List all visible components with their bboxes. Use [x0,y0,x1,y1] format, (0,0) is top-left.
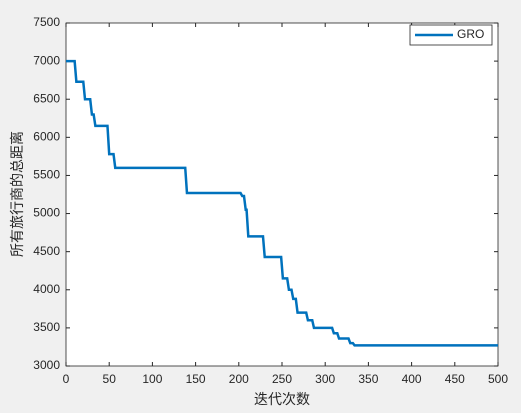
axes [65,22,499,367]
y-tick-label: 4000 [33,282,60,296]
y-tick-label: 6000 [33,130,60,144]
x-tick-label: 150 [186,372,206,386]
y-tick-label: 7000 [33,53,60,67]
y-tick-label: 7500 [33,15,60,29]
x-axis-label: 迭代次数 [254,392,310,408]
x-tick-label: 400 [402,372,422,386]
x-tick-label: 50 [103,372,117,386]
y-tick-label: 5000 [33,206,60,220]
x-tick-label: 100 [142,372,162,386]
x-tick-label: 250 [272,372,292,386]
y-axis-label: 所有旅行商的总距离 [9,131,26,257]
x-tick-label: 300 [315,372,335,386]
x-tick-label: 0 [63,372,70,386]
y-tick-label: 5500 [33,168,60,182]
data-line [66,59,498,347]
x-tick-label: 450 [445,372,465,386]
x-tick-label: 350 [358,372,378,386]
y-tick-label: 4500 [33,244,60,258]
y-tick-label: 3500 [33,320,60,334]
legend-label: GRO [457,27,484,41]
y-tick-label: 3000 [33,358,60,372]
x-tick-label: 200 [229,372,249,386]
y-tick-label: 6500 [33,91,60,105]
x-tick-label: 500 [488,372,508,386]
